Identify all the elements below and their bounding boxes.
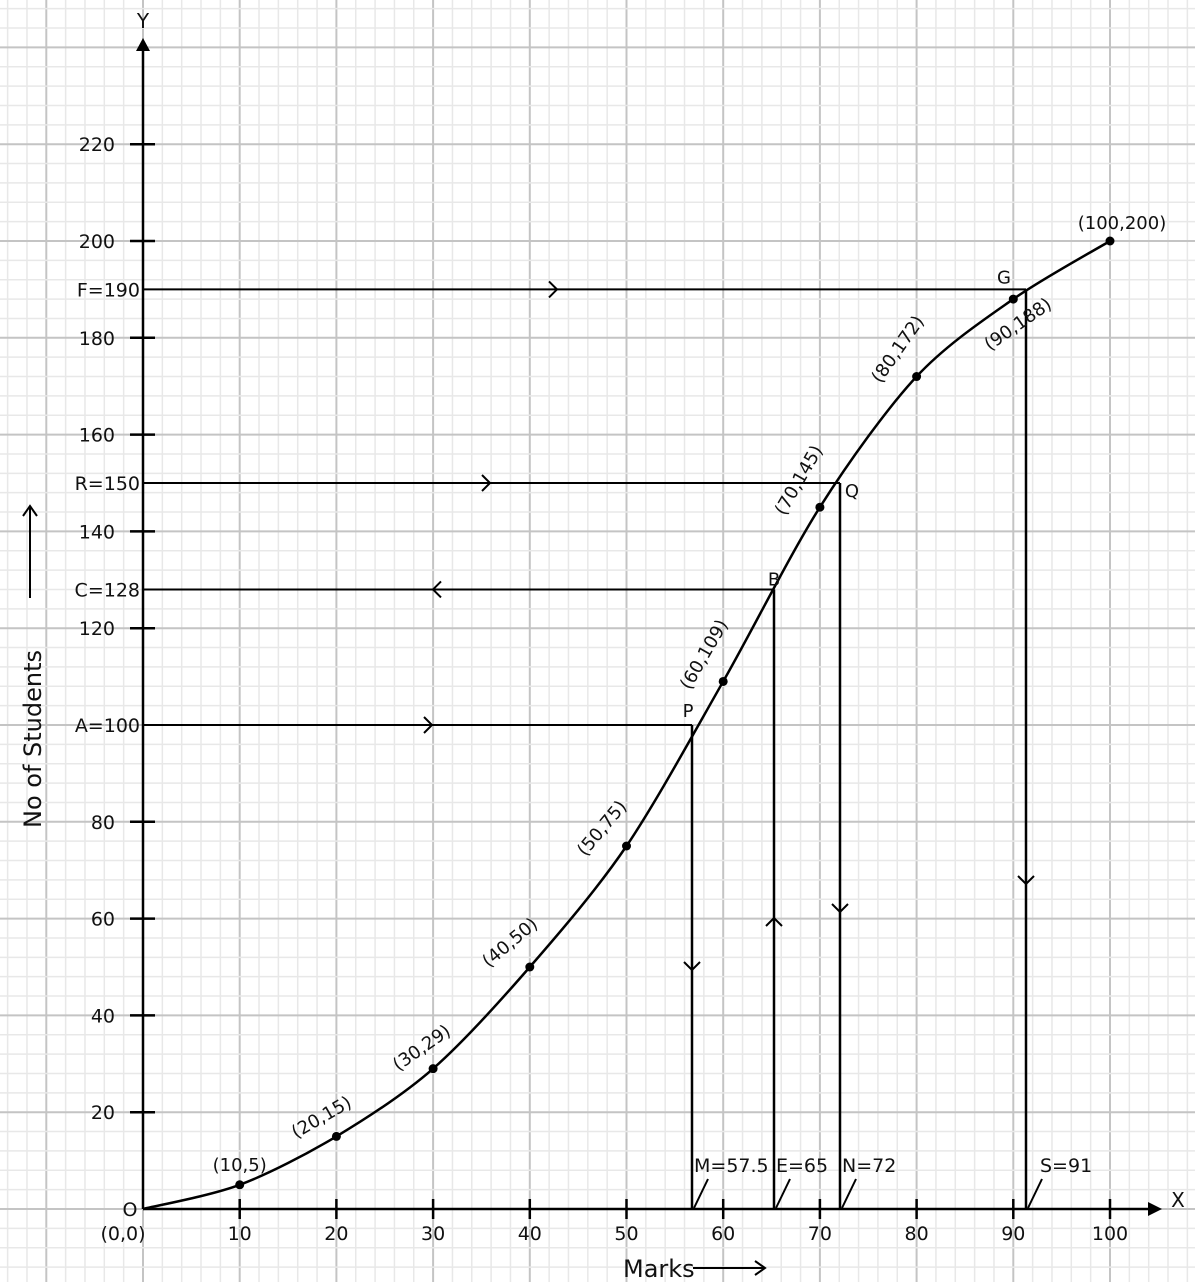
x-axis-title: Marks <box>623 1255 695 1282</box>
x-tick-label: 20 <box>324 1223 348 1245</box>
data-point <box>331 1131 341 1141</box>
data-point-label: (30,29) <box>389 1021 455 1076</box>
y-tick-label: 120 <box>79 618 115 640</box>
y-tick-label: 40 <box>91 1005 115 1027</box>
data-point <box>912 372 922 382</box>
data-point <box>428 1064 438 1074</box>
x-tick-label: 30 <box>421 1223 445 1245</box>
chevron-right-icon <box>481 474 492 492</box>
y-axis-arrow-icon <box>136 38 150 51</box>
y-tick-label: 20 <box>91 1102 115 1124</box>
curve-point-label: B <box>768 569 780 590</box>
arrow-up-icon <box>22 504 38 517</box>
data-point <box>235 1180 245 1190</box>
y-tick-label: 160 <box>79 425 115 447</box>
y-axis-letter: Y <box>136 9 150 33</box>
curve-point-label: Q <box>845 481 859 502</box>
y-tick-label: 200 <box>79 231 115 253</box>
ref-y-label: C=128 <box>75 579 140 601</box>
y-tick-label: 80 <box>91 812 115 834</box>
origin-label: O <box>123 1199 138 1221</box>
y-tick-label: 60 <box>91 909 115 931</box>
ref-x-label: S=91 <box>1040 1155 1092 1177</box>
x-axis-letter: X <box>1171 1188 1185 1212</box>
x-tick-label: 100 <box>1092 1223 1128 1245</box>
curve-point-label: G <box>997 267 1011 288</box>
ref-y-label: R=150 <box>75 473 140 495</box>
data-point <box>1105 236 1115 246</box>
x-tick-label: 60 <box>711 1223 735 1245</box>
data-point-label: (10,5) <box>213 1155 267 1176</box>
origin-coord-label: (0,0) <box>100 1223 145 1245</box>
data-point <box>525 962 535 972</box>
data-point-label: (90,188) <box>981 294 1056 355</box>
x-label-pointer <box>1027 1178 1043 1209</box>
x-label-pointer <box>693 1178 709 1209</box>
data-point <box>815 502 825 512</box>
data-point <box>622 841 631 851</box>
arrow-right-icon <box>754 1260 767 1276</box>
data-point-label: (100,200) <box>1078 213 1166 234</box>
chevron-down-icon <box>831 903 849 914</box>
x-tick-label: 90 <box>1001 1223 1025 1245</box>
x-label-pointer <box>841 1178 857 1209</box>
ref-y-label: F=190 <box>77 279 140 301</box>
chevron-up-icon <box>765 916 783 927</box>
reference-lines <box>143 280 1043 1209</box>
chevron-right-icon <box>423 716 434 734</box>
curve-point-label: P <box>683 701 694 722</box>
x-tick-label: 80 <box>905 1223 929 1245</box>
ref-y-label: A=100 <box>75 715 140 737</box>
ref-x-label: E=65 <box>776 1155 828 1177</box>
x-tick-label: 10 <box>228 1223 252 1245</box>
data-point <box>1008 294 1018 304</box>
x-tick-label: 70 <box>808 1223 832 1245</box>
chevron-right-icon <box>548 280 559 299</box>
chevron-left-icon <box>431 580 442 599</box>
chevron-down-icon <box>1017 875 1035 886</box>
x-tick-label: 40 <box>518 1223 542 1245</box>
y-tick-label: 220 <box>79 134 115 156</box>
x-tick-label: 50 <box>614 1223 638 1245</box>
ref-x-label: M=57.5 <box>694 1155 769 1177</box>
y-tick-label: 180 <box>79 328 115 350</box>
data-point <box>718 676 728 686</box>
x-axis-arrow-icon <box>1148 1202 1162 1216</box>
y-axis-title: No of Students <box>19 650 47 828</box>
y-tick-label: 140 <box>79 521 115 543</box>
x-label-pointer <box>775 1178 791 1209</box>
chevron-down-icon <box>683 961 701 972</box>
ref-x-label: N=72 <box>842 1155 896 1177</box>
ogive-curve <box>142 236 1115 1211</box>
axes: Y X O(0,0) 10 20 30 40 50 60 70 80 90 100 20 40 60 80 120… <box>79 9 1185 1245</box>
